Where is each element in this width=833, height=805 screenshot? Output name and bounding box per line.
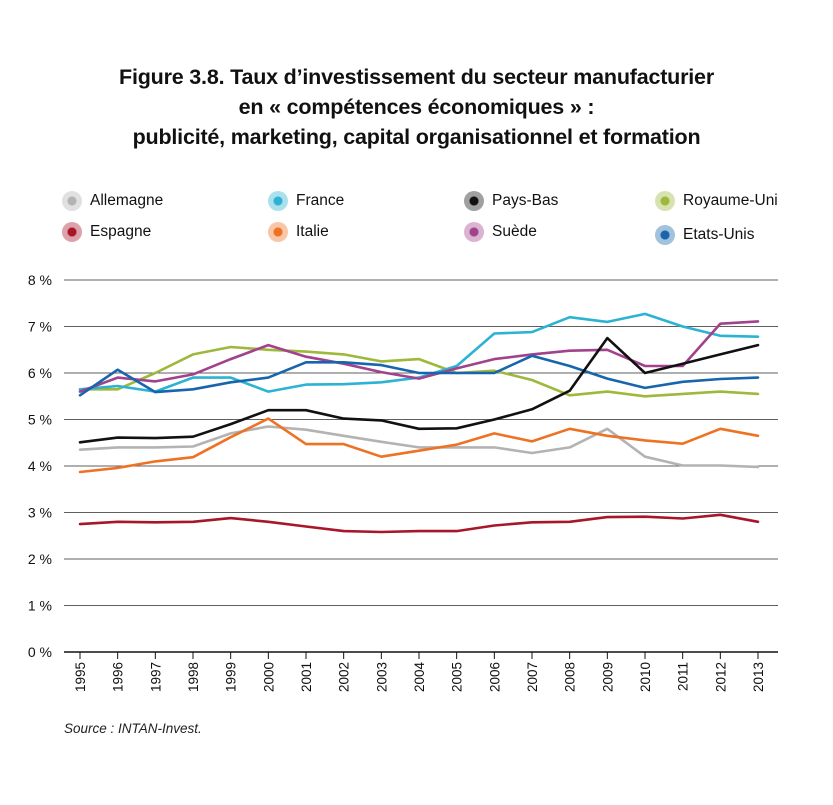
legend-label: Etats-Unis	[683, 226, 755, 243]
legend-item-etats-unis: Etats-Unis	[655, 225, 755, 245]
x-tick-label: 2011	[676, 662, 691, 691]
legend-item-royaume-uni: Royaume-Uni	[655, 191, 778, 211]
x-tick-label: 2001	[299, 662, 314, 692]
series-line-france	[78, 312, 760, 393]
legend-item-espagne: Espagne	[62, 222, 151, 242]
legend-item-allemagne: Allemagne	[62, 191, 163, 211]
y-tick-label: 5 %	[28, 412, 52, 428]
x-tick-label: 2013	[751, 662, 766, 692]
legend-swatch-icon	[464, 191, 484, 211]
x-tick-label: 1999	[224, 662, 239, 692]
legend-item-italie: Italie	[268, 222, 329, 242]
legend-swatch-icon	[268, 222, 288, 242]
x-tick-label: 1996	[111, 662, 126, 692]
x-tick-label: 2009	[600, 662, 615, 692]
x-tick-label: 2002	[337, 662, 352, 692]
y-tick-label: 8 %	[28, 272, 52, 288]
x-tick-label: 2007	[525, 662, 540, 692]
legend-label: France	[296, 192, 345, 209]
chart-title-line-2: en « compétences économiques » :	[238, 95, 595, 119]
x-tick-label: 2008	[563, 662, 578, 692]
legend-label: Royaume-Uni	[683, 192, 778, 209]
series-line-italie	[78, 417, 760, 474]
source-note: Source : INTAN-Invest.	[64, 721, 202, 736]
legend-label: Allemagne	[90, 192, 164, 209]
series-line-pays-bas	[78, 336, 760, 444]
legend-item-pays-bas: Pays-Bas	[464, 191, 558, 211]
y-tick-label: 4 %	[28, 458, 52, 474]
x-axis: 1995 1996 1997 1998 1999 2000 2001 2002 2003 2004…	[64, 651, 778, 693]
x-tick-label: 1998	[186, 662, 201, 692]
legend-item-france: France	[268, 191, 344, 211]
y-tick-label: 7 %	[28, 319, 52, 335]
y-tick-label: 1 %	[28, 598, 52, 614]
legend-label: Espagne	[90, 223, 152, 240]
series-line-suède	[78, 320, 760, 393]
legend-label: Italie	[296, 223, 329, 240]
x-tick-label: 1995	[73, 662, 88, 692]
legend-label: Pays-Bas	[492, 192, 559, 209]
series-line-allemagne	[78, 425, 760, 469]
x-tick-label: 2005	[450, 662, 465, 692]
legend-swatch-icon	[655, 225, 675, 245]
legend-item-suède: Suède	[464, 222, 537, 242]
chart-legend: Allemagne Espagne France Italie Pays-Bas Suèd…	[0, 0, 833, 260]
chart-title-line-3: publicité, marketing, capital organisati…	[132, 125, 701, 149]
legend-swatch-icon	[464, 222, 484, 242]
legend-swatch-icon	[62, 222, 82, 242]
x-tick-label: 1997	[148, 662, 163, 692]
y-tick-label: 6 %	[28, 365, 52, 381]
y-tick-label: 0 %	[28, 644, 52, 660]
chart-title: Figure 3.8. Taux d’investissement du sec…	[0, 62, 833, 152]
chart-series	[78, 312, 760, 534]
series-line-royaume-uni	[78, 345, 760, 398]
series-line-etats-unis	[78, 354, 760, 397]
chart-title-line-1: Figure 3.8. Taux d’investissement du sec…	[119, 65, 714, 89]
legend-swatch-icon	[655, 191, 675, 211]
x-tick-label: 2012	[713, 662, 728, 692]
legend-swatch-icon	[62, 191, 82, 211]
y-axis: 0 % 1 % 2 % 3 % 4 % 5 % 6 % 7 % 8 %	[28, 272, 52, 660]
series-line-espagne	[78, 513, 760, 534]
x-tick-label: 2004	[412, 662, 427, 693]
x-tick-label: 2006	[487, 662, 502, 692]
x-tick-label: 2000	[261, 662, 276, 692]
legend-label: Suède	[492, 223, 537, 240]
y-tick-label: 3 %	[28, 505, 52, 521]
x-tick-label: 2003	[374, 662, 389, 692]
x-tick-label: 2010	[638, 662, 653, 692]
y-tick-label: 2 %	[28, 551, 52, 567]
legend-swatch-icon	[268, 191, 288, 211]
